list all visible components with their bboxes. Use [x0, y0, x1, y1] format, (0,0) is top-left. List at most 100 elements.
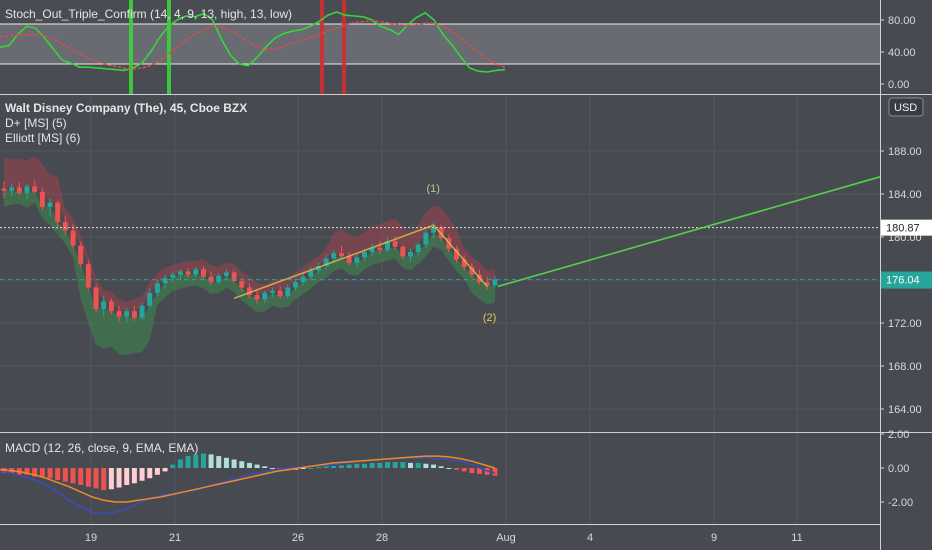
time-tick-label: 28	[376, 532, 388, 544]
macd-histogram-bar	[124, 468, 129, 485]
time-tick-label: 9	[711, 532, 717, 544]
time-tick-label: 26	[292, 532, 304, 544]
wave-label-1: (1)	[427, 183, 440, 195]
candle-body	[71, 231, 76, 246]
macd-histogram-bar	[63, 468, 68, 482]
candle-body	[78, 246, 83, 264]
macd-histogram-bar	[239, 461, 244, 468]
candle-body	[400, 247, 405, 257]
elliott-green-band	[4, 191, 495, 355]
candle-body	[25, 186, 30, 192]
dotted-level-value: 180.87	[886, 223, 920, 235]
candle-body	[285, 288, 290, 297]
stoch-tick-label: 40.00	[888, 47, 916, 59]
candle-body	[293, 282, 298, 287]
time-tick-label: 19	[85, 532, 97, 544]
macd-histogram-bar	[209, 454, 214, 468]
macd-histogram-bar	[178, 460, 183, 469]
candle-body	[140, 306, 145, 318]
candle-body	[147, 293, 152, 306]
candle-body	[339, 253, 344, 256]
macd-histogram-bar	[94, 468, 99, 488]
macd-tick-label: 0.00	[888, 463, 909, 475]
candle-body	[423, 233, 428, 245]
macd-tick-label: 2.00	[888, 429, 909, 441]
candle-body	[193, 269, 198, 274]
macd-histogram-bar	[55, 468, 60, 480]
candle-body	[354, 257, 359, 262]
macd-histogram-bar	[339, 465, 344, 468]
candle-body	[416, 245, 421, 253]
candle-body	[255, 295, 260, 299]
time-tick-label: 11	[791, 532, 802, 544]
projection-line	[498, 177, 880, 287]
macd-histogram-bar	[393, 462, 398, 468]
macd-histogram-bar	[354, 464, 359, 468]
candle-body	[55, 203, 60, 222]
stoch-tick-label: 0.00	[888, 79, 909, 91]
macd-histogram-bar	[270, 468, 275, 469]
macd-histogram-bar	[316, 467, 321, 468]
macd-histogram-bar	[462, 468, 467, 471]
macd-histogram-bar	[117, 468, 122, 488]
time-tick-label: Aug	[496, 532, 516, 544]
price-scale-tick-label: 168.00	[888, 361, 922, 373]
macd-pane: MACD (12, 26, close, 9, EMA, EMA)	[0, 441, 497, 514]
macd-histogram-bar	[155, 468, 160, 475]
candle-body	[278, 291, 283, 296]
candle-body	[216, 276, 221, 282]
candle-body	[94, 288, 99, 310]
macd-histogram-bar	[147, 468, 152, 478]
stoch-red-signal	[320, 0, 324, 94]
price-scale-tick-label: 188.00	[888, 146, 922, 158]
macd-histogram-bar	[40, 468, 45, 477]
candle-body	[163, 278, 168, 283]
candle-body	[109, 302, 114, 312]
macd-histogram-bar	[416, 463, 421, 468]
candle-body	[201, 269, 206, 277]
candle-body	[239, 281, 244, 287]
macd-histogram-bar	[132, 468, 137, 483]
macd-histogram-bar	[78, 468, 83, 485]
macd-histogram-bar	[400, 462, 405, 468]
macd-histogram-bar	[308, 468, 313, 469]
candle-body	[101, 302, 106, 310]
indicator-elliott-label: Elliott [MS] (6)	[5, 131, 80, 145]
indicator-dplus-label: D+ [MS] (5)	[5, 116, 67, 130]
symbol-title: Walt Disney Company (The), 45, Cboe BZX	[5, 101, 247, 115]
macd-histogram-bar	[423, 464, 428, 468]
time-tick-label: 21	[169, 532, 181, 544]
macd-histogram-bar	[324, 466, 329, 468]
macd-histogram-bar	[101, 468, 106, 490]
candle-body	[40, 192, 45, 207]
macd-histogram-bar	[201, 454, 206, 468]
candle-body	[331, 253, 336, 258]
currency-button[interactable]: USD	[889, 98, 923, 116]
wave-label-2: (2)	[483, 312, 496, 324]
macd-histogram-bar	[377, 463, 382, 468]
price-scale-tick-label: 172.00	[888, 318, 922, 330]
macd-histogram-bar	[186, 456, 191, 468]
price-scale-ticks: 188.00184.00180.00176.00172.00168.00164.…	[880, 15, 922, 509]
price-scale: 188.00184.00180.00176.00172.00168.00164.…	[880, 0, 932, 550]
candle-body	[132, 311, 137, 317]
macd-histogram-bar	[370, 463, 375, 468]
time-axis-ticks: 19 21 26 28 Aug 4 9 11	[85, 532, 803, 544]
candle-body	[117, 311, 122, 316]
macd-title: MACD (12, 26, close, 9, EMA, EMA)	[5, 441, 198, 455]
current-price-badge: 176.04	[881, 272, 932, 289]
macd-histogram-bar	[408, 463, 413, 468]
candle-body	[224, 272, 229, 275]
macd-histogram-bar	[232, 460, 237, 469]
price-scale-tick-label: 184.00	[888, 189, 922, 201]
macd-histogram-bar	[469, 468, 474, 473]
candle-body	[170, 275, 175, 278]
currency-label[interactable]: USD	[894, 102, 917, 114]
price-pane: (1) (2) Walt Disney Company (The), 45, C…	[0, 95, 880, 524]
macd-histogram-bar	[224, 458, 229, 468]
candle-body	[408, 252, 413, 256]
elliott-bands	[4, 156, 495, 355]
candle-body	[155, 283, 160, 293]
candle-body	[377, 248, 382, 250]
macd-histogram-bar	[255, 465, 260, 468]
